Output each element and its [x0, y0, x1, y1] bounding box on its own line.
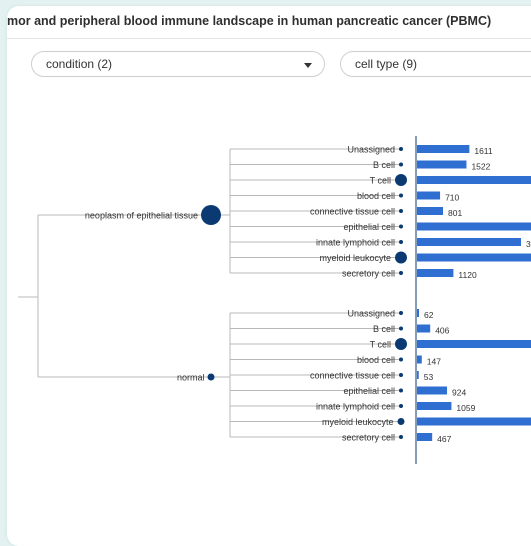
child-label: innate lymphoid cell — [316, 238, 395, 248]
child-label: Unassigned — [347, 145, 395, 155]
child-node[interactable] — [399, 388, 403, 393]
child-label: blood cell — [357, 191, 395, 201]
bar — [417, 386, 448, 395]
cell-type-select-label: cell type (9) — [355, 57, 418, 71]
child-node[interactable] — [395, 338, 407, 350]
panel-title: mor and peripheral blood immune landscap… — [7, 14, 492, 28]
bar-value-label: 1611 — [474, 146, 493, 156]
bar-value-label: 710 — [445, 193, 459, 203]
child-label: innate lymphoid cell — [316, 402, 395, 412]
child-node[interactable] — [399, 193, 403, 198]
bar — [417, 145, 470, 153]
bar — [417, 207, 444, 215]
bar-value-label: 32 — [526, 239, 531, 249]
child-label: T cell — [370, 176, 391, 186]
child-label: epithelial cell — [343, 386, 395, 396]
bar-value-label: 1120 — [458, 270, 477, 280]
child-node[interactable] — [399, 373, 403, 377]
child-node[interactable] — [399, 271, 403, 275]
bar — [417, 402, 452, 410]
child-label: T cell — [370, 340, 391, 350]
bar-value-label: 924 — [452, 388, 466, 398]
bar-value-label: 147 — [427, 357, 441, 367]
bar — [417, 269, 454, 277]
bar — [417, 191, 441, 200]
bar-value-label: 406 — [435, 326, 449, 336]
condition-select[interactable]: condition (2) — [31, 51, 325, 77]
child-label: secretory cell — [342, 433, 395, 443]
child-node[interactable] — [399, 224, 403, 229]
title-divider — [7, 38, 531, 39]
child-node[interactable] — [399, 326, 403, 331]
bar — [417, 253, 531, 262]
child-label: connective tissue cell — [310, 371, 395, 381]
child-node[interactable] — [399, 147, 403, 151]
bar-value-label: 53 — [424, 372, 434, 382]
group-node[interactable] — [201, 205, 221, 225]
child-node[interactable] — [395, 174, 407, 186]
bar — [417, 176, 531, 184]
chevron-down-icon — [304, 63, 312, 68]
bar — [417, 340, 531, 348]
bar — [417, 238, 521, 246]
bar-value-label: 62 — [424, 310, 434, 320]
bar — [417, 433, 433, 441]
child-label: secretory cell — [342, 269, 395, 279]
cell-type-tree: neoplasm of epithelial tissue Unassigned 1… — [18, 136, 531, 464]
bar — [417, 417, 531, 426]
bar — [417, 309, 420, 317]
bar-value-label: 1522 — [471, 162, 490, 172]
child-node[interactable] — [399, 357, 403, 362]
child-label: blood cell — [357, 355, 395, 365]
child-node[interactable] — [397, 418, 405, 425]
cell-type-select[interactable]: cell type (9) — [340, 51, 531, 77]
bar-value-label: 467 — [437, 434, 451, 444]
child-node[interactable] — [399, 209, 403, 213]
child-label: B cell — [373, 160, 395, 170]
child-label: B cell — [373, 324, 395, 334]
group-node[interactable] — [207, 373, 215, 381]
dataset-panel: mor and peripheral blood immune landscap… — [7, 6, 531, 546]
group-label: normal — [177, 373, 205, 383]
bar-value-label: 1059 — [456, 403, 475, 413]
child-label: epithelial cell — [343, 222, 395, 232]
child-node[interactable] — [399, 404, 403, 408]
child-node[interactable] — [399, 435, 403, 439]
bar-value-label: 801 — [448, 208, 462, 218]
child-label: Unassigned — [347, 309, 395, 319]
child-label: connective tissue cell — [310, 207, 395, 217]
child-label: myeloid leukocyte — [322, 417, 394, 427]
bar — [417, 355, 422, 364]
child-node[interactable] — [395, 251, 407, 264]
condition-select-label: condition (2) — [46, 57, 113, 71]
child-label: myeloid leukocyte — [319, 253, 391, 263]
bar — [417, 222, 531, 231]
bar — [417, 371, 419, 379]
child-node[interactable] — [399, 240, 403, 244]
bar — [417, 324, 431, 333]
child-node[interactable] — [399, 162, 403, 167]
bar — [417, 160, 467, 169]
group-label: neoplasm of epithelial tissue — [85, 211, 198, 221]
child-node[interactable] — [399, 311, 403, 315]
